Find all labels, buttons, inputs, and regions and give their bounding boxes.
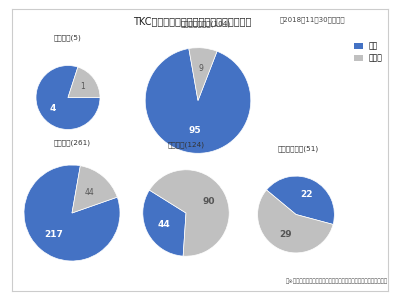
Text: 信用保証協会(51): 信用保証協会(51) [278, 145, 318, 152]
Text: 地銀・第二地銀(104): 地銀・第二地銀(104) [181, 20, 231, 27]
Text: 都市銀行(5): 都市銀行(5) [54, 35, 82, 41]
Wedge shape [143, 190, 186, 256]
Text: 1: 1 [81, 82, 85, 91]
Text: 29: 29 [280, 230, 292, 239]
Text: 信用組合(124): 信用組合(124) [168, 142, 204, 148]
Legend: 採用, 未採用: 採用, 未採用 [352, 40, 384, 64]
Text: 95: 95 [189, 127, 201, 136]
Wedge shape [36, 65, 100, 130]
Text: 22: 22 [300, 190, 312, 199]
Text: （2018年11月30日時点）: （2018年11月30日時点） [279, 16, 345, 23]
Text: 44: 44 [84, 188, 94, 197]
Wedge shape [68, 67, 100, 98]
Wedge shape [189, 48, 217, 100]
Text: TKCモニタリング情報サービスの採用状況: TKCモニタリング情報サービスの採用状況 [133, 16, 251, 26]
Text: 9: 9 [199, 64, 204, 74]
Wedge shape [145, 49, 251, 153]
Text: 4: 4 [50, 104, 56, 113]
Wedge shape [258, 190, 333, 253]
Text: 217: 217 [44, 230, 64, 239]
Wedge shape [149, 170, 229, 256]
Text: 信用金庫(261): 信用金庫(261) [54, 139, 90, 146]
Text: 90: 90 [202, 197, 214, 206]
Wedge shape [24, 165, 120, 261]
Wedge shape [266, 176, 334, 224]
Wedge shape [72, 166, 117, 213]
Text: （※）法人向け物数商品の取り扱いがない金融機関を除いています。: （※）法人向け物数商品の取り扱いがない金融機関を除いています。 [286, 278, 388, 284]
Text: 44: 44 [157, 220, 170, 229]
